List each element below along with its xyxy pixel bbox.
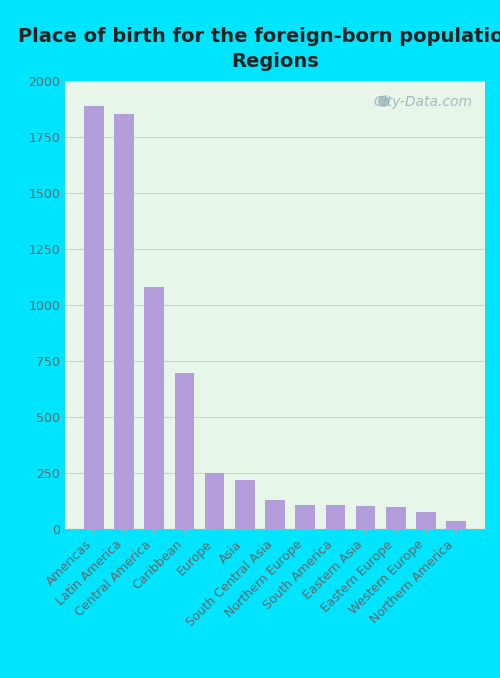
Bar [144,287,164,529]
Bar [416,512,436,529]
Bar [235,479,255,529]
Title: Place of birth for the foreign-born population -
Regions: Place of birth for the foreign-born popu… [18,28,500,71]
Bar [386,507,406,529]
Bar [114,114,134,529]
Bar [296,504,315,529]
Bar [174,374,195,529]
Bar [356,506,376,529]
Bar [205,473,225,529]
Bar [84,106,103,529]
Bar [265,500,285,529]
Text: City-Data.com: City-Data.com [374,95,472,108]
Text: ●: ● [376,93,389,108]
Bar [446,521,466,529]
Bar [326,505,345,529]
